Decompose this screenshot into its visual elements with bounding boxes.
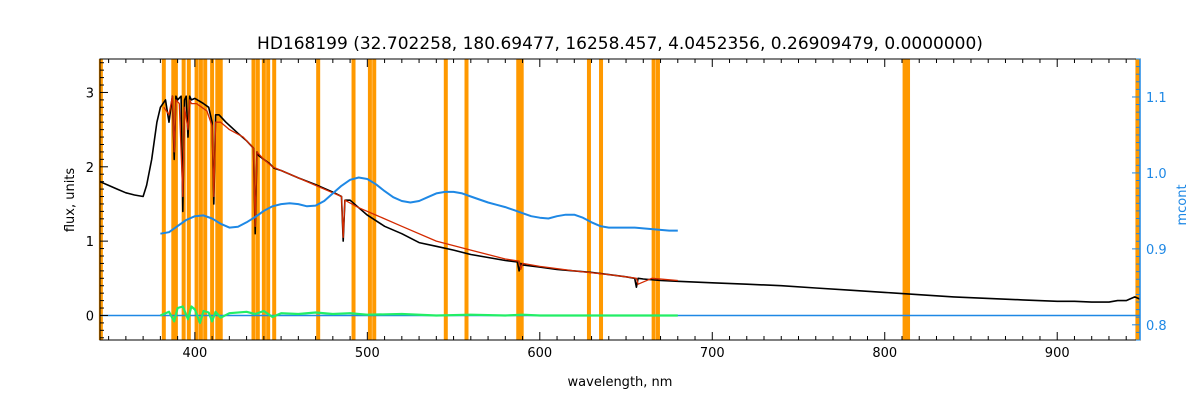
series-model	[163, 95, 678, 285]
x-tick-label: 900	[1045, 346, 1070, 361]
series-observed	[99, 95, 1141, 303]
y2-tick-label: 1.0	[1146, 167, 1167, 182]
y-tick-label: 0	[86, 309, 94, 324]
y2-tick-label: 0.8	[1146, 319, 1167, 334]
y-axis-title: flux, units	[63, 168, 78, 233]
y2-tick-label: 1.1	[1146, 91, 1167, 106]
x-tick-label: 400	[182, 346, 207, 361]
y-tick-label: 3	[86, 86, 94, 101]
x-tick-label: 500	[355, 346, 380, 361]
y-tick-label: 1	[86, 235, 94, 250]
x-axis-title: wavelength, nm	[568, 375, 673, 390]
x-tick-label: 800	[872, 346, 897, 361]
y2-axis: 0.8 0.9 1.0 1.1	[1132, 58, 1167, 341]
x-axis: 400 500 600 700 800 900	[108, 59, 1127, 361]
x-tick-label: 700	[700, 346, 725, 361]
y-axis: 0 1 2 3	[86, 62, 108, 339]
x-tick-label: 600	[527, 346, 552, 361]
series-mcont	[160, 176, 678, 235]
y2-tick-label: 0.9	[1146, 243, 1167, 258]
y-tick-label: 2	[86, 161, 94, 176]
chart-title: HD168199 (32.702258, 180.69477, 16258.45…	[257, 34, 983, 54]
y2-axis-title: mcont	[1175, 184, 1190, 225]
series-layer	[99, 95, 1141, 324]
series-residual	[159, 305, 678, 324]
